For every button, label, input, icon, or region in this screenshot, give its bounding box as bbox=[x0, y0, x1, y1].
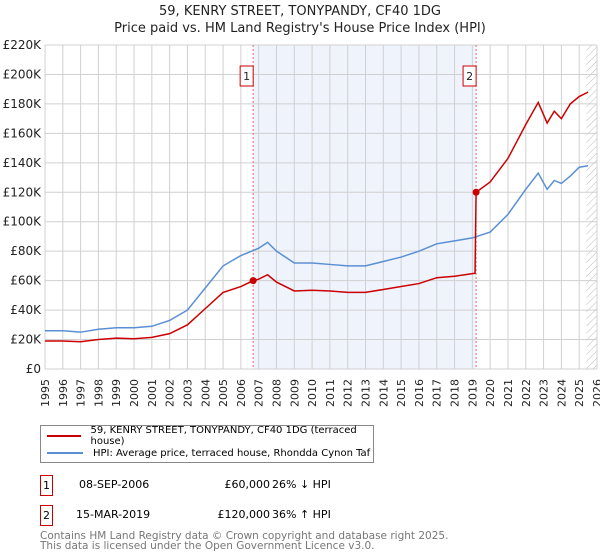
x-tick-label: 1997 bbox=[75, 379, 88, 407]
legend: 59, KENRY STREET, TONYPANDY, CF40 1DG (t… bbox=[40, 425, 374, 463]
sale-badge: 2 bbox=[40, 505, 53, 526]
y-tick-label: £100K bbox=[3, 215, 43, 229]
x-tick-label: 2013 bbox=[360, 379, 373, 407]
footer-line: Contains HM Land Registry data © Crown c… bbox=[40, 530, 449, 542]
x-tick-label: 2022 bbox=[520, 379, 533, 407]
sale-point bbox=[249, 277, 257, 285]
legend-item-hpi: HPI: Average price, terraced house, Rhon… bbox=[47, 446, 370, 460]
y-tick-label: £20K bbox=[10, 333, 42, 347]
sale-date: 08-SEP-2006 bbox=[79, 478, 150, 491]
hatched-future bbox=[586, 45, 597, 369]
y-tick-label: £80K bbox=[10, 244, 42, 258]
x-tick-label: 2004 bbox=[199, 379, 212, 407]
sale-marker-box bbox=[239, 65, 254, 87]
x-tick-label: 2017 bbox=[431, 379, 444, 407]
chart-title: 59, KENRY STREET, TONYPANDY, CF40 1DG bbox=[159, 4, 441, 19]
x-tick-label: 1996 bbox=[57, 379, 70, 407]
legend-item-price: 59, KENRY STREET, TONYPANDY, CF40 1DG (t… bbox=[47, 425, 373, 447]
y-tick-label: £60K bbox=[10, 274, 42, 288]
x-tick-label: 2010 bbox=[306, 379, 319, 407]
x-tick-label: 2019 bbox=[466, 379, 479, 407]
sale-point bbox=[472, 188, 480, 196]
shaded-period bbox=[253, 45, 477, 369]
x-tick-label: 2024 bbox=[555, 379, 568, 407]
x-tick-label: 2003 bbox=[181, 379, 194, 407]
y-tick-label: £40K bbox=[10, 303, 42, 317]
x-tick-label: 2023 bbox=[538, 379, 551, 407]
plot-area: 1995 1996 1997 1998 1999 2000 2001 2002 2003 2004… bbox=[3, 38, 600, 407]
sale-price: £60,000 bbox=[224, 478, 271, 491]
x-tick-label: 2018 bbox=[449, 379, 462, 407]
sale-row-1: 1 08-SEP-2006 £60,000 26% ↓ HPI bbox=[40, 475, 440, 496]
x-tick-label: 2016 bbox=[413, 379, 426, 407]
x-tick-label: 2005 bbox=[217, 379, 230, 407]
sale-marker-box bbox=[462, 65, 477, 87]
x-tick-label: 2020 bbox=[484, 379, 497, 407]
sale-badge: 1 bbox=[40, 475, 53, 496]
x-tick-label: 2012 bbox=[342, 379, 355, 407]
price-line bbox=[45, 91, 589, 343]
x-tick-label: 2000 bbox=[128, 379, 141, 407]
legend-label: 59, KENRY STREET, TONYPANDY, CF40 1DG (t… bbox=[90, 425, 357, 447]
x-tick-label: 2015 bbox=[395, 379, 408, 407]
y-tick-label: £120K bbox=[3, 185, 43, 199]
x-tick-label: 2009 bbox=[288, 379, 301, 407]
sale-hpi: 26% ↓ HPI bbox=[272, 478, 331, 491]
x-tick-label: 2008 bbox=[270, 379, 283, 407]
y-tick-label: £200K bbox=[3, 67, 43, 81]
x-tick-label: 2001 bbox=[146, 379, 159, 407]
sale-marker-label: 2 bbox=[466, 70, 473, 83]
chart-subtitle: Price paid vs. HM Land Registry's House … bbox=[114, 21, 486, 36]
legend-label: HPI: Average price, terraced house, Rhon… bbox=[93, 447, 371, 459]
x-tick-label: 2011 bbox=[324, 379, 337, 407]
x-tick-label: 2006 bbox=[235, 379, 248, 407]
hpi-line bbox=[45, 165, 589, 333]
sale-date: 15-MAR-2019 bbox=[76, 508, 151, 521]
x-tick-label: 1995 bbox=[39, 379, 52, 407]
x-tick-label: 2002 bbox=[164, 379, 177, 407]
sale-price: £120,000 bbox=[217, 508, 271, 521]
sale-marker-label: 1 bbox=[243, 70, 250, 83]
y-tick-label: £160K bbox=[3, 126, 43, 140]
y-tick-label: £180K bbox=[3, 97, 43, 111]
x-tick-label: 2021 bbox=[502, 379, 515, 407]
sale-row-2: 2 15-MAR-2019 £120,000 36% ↑ HPI bbox=[40, 505, 440, 526]
x-tick-label: 2007 bbox=[253, 379, 266, 407]
x-tick-label: 1999 bbox=[110, 379, 123, 407]
footer-line: This data is licensed under the Open Gov… bbox=[40, 540, 375, 552]
footer: Contains HM Land Registry data © Crown c… bbox=[40, 530, 449, 552]
x-tick-label: 1998 bbox=[92, 379, 105, 407]
sale-hpi: 36% ↑ HPI bbox=[272, 508, 331, 521]
y-tick-label: £220K bbox=[3, 38, 43, 52]
y-tick-label: £140K bbox=[3, 156, 43, 170]
x-tick-label: 2014 bbox=[377, 379, 390, 407]
x-tick-label: 2026 bbox=[591, 379, 600, 407]
y-tick-label: £0 bbox=[26, 362, 41, 376]
x-tick-label: 2025 bbox=[573, 379, 586, 407]
